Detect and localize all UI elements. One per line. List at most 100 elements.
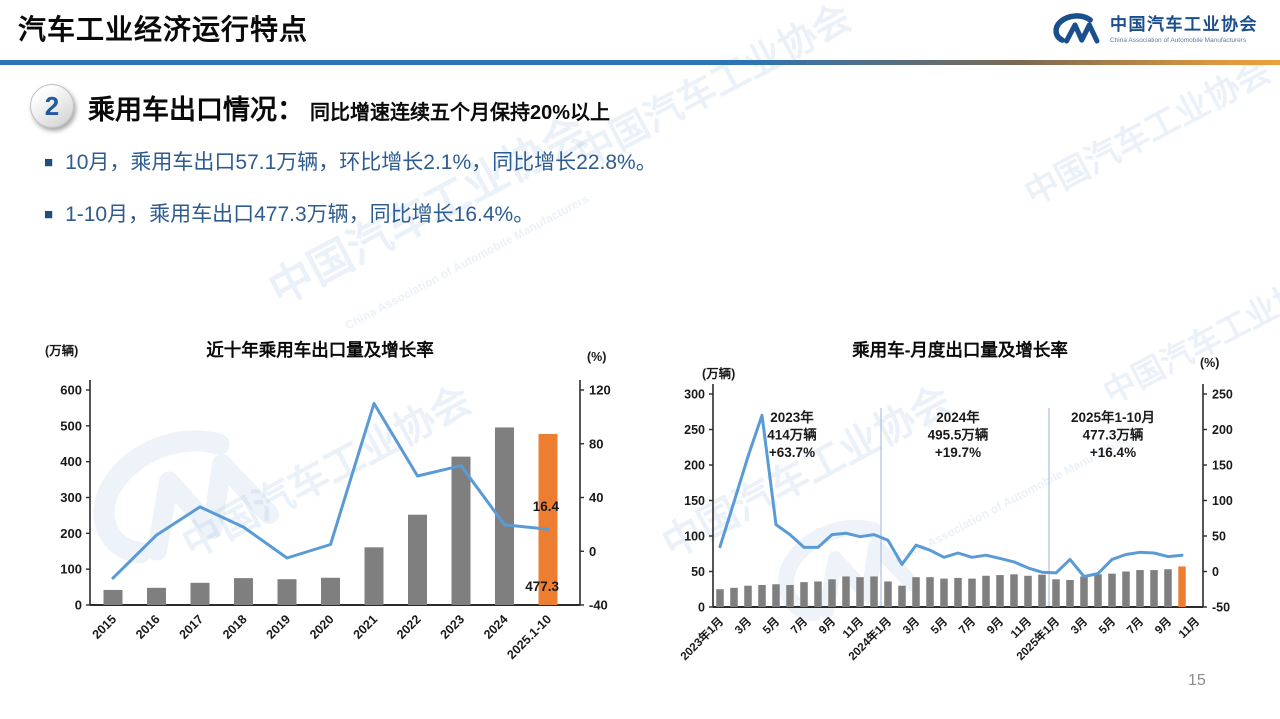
section-title: 乘用车出口情况： bbox=[88, 95, 304, 125]
x-axis-tick-label: 11月 bbox=[1176, 615, 1202, 641]
monthly-chart-title: 乘用车-月度出口量及增长率 bbox=[852, 340, 1068, 360]
bullet-item: ■ 1-10月，乘用车出口477.3万辆，同比增长16.4%。 bbox=[44, 198, 534, 228]
bar bbox=[744, 585, 752, 607]
bar bbox=[912, 577, 920, 607]
y2-axis-tick-label: 0 bbox=[1212, 565, 1219, 579]
x-axis-tick-label: 5月 bbox=[928, 615, 950, 637]
y-axis-tick-label: 300 bbox=[60, 490, 82, 505]
x-axis-tick-label: 7月 bbox=[788, 615, 810, 637]
x-axis-tick-label: 11月 bbox=[840, 615, 866, 641]
y-axis-tick-label: 0 bbox=[75, 598, 82, 613]
bar bbox=[277, 579, 297, 605]
bar bbox=[716, 589, 724, 607]
y2-axis-tick-label: 120 bbox=[589, 383, 611, 398]
y-axis-tick-label: 50 bbox=[691, 565, 705, 579]
x-axis-tick-label: 11月 bbox=[1008, 615, 1034, 641]
x-axis-tick-label: 9月 bbox=[1152, 615, 1174, 637]
left-axis-unit-label: (万辆) bbox=[45, 344, 79, 358]
growth-line bbox=[718, 413, 1184, 578]
y2-axis-tick-label: -50 bbox=[1212, 601, 1230, 615]
bullet-square-icon: ■ bbox=[44, 206, 54, 223]
bar bbox=[364, 547, 384, 605]
bar bbox=[1122, 571, 1130, 607]
growth-end-label: 16.4 bbox=[533, 499, 560, 514]
volume-end-label: 477.3 bbox=[525, 579, 559, 594]
y2-axis-tick-label: -40 bbox=[589, 598, 608, 613]
bar bbox=[1094, 574, 1102, 607]
monthly-export-chart: (万辆) 乘用车-月度出口量及增长率 (%) 0 50 100 150 200 250 30… bbox=[660, 330, 1260, 712]
x-axis-tick-label: 3月 bbox=[1068, 615, 1090, 637]
x-axis-tick-label: 3月 bbox=[732, 615, 754, 637]
y-axis-tick-label: 300 bbox=[684, 388, 705, 402]
y2-axis-tick-label: 50 bbox=[1212, 530, 1226, 544]
y-axis-tick-label: 150 bbox=[684, 494, 705, 508]
bullet-text: 1-10月，乘用车出口477.3万辆，同比增长16.4%。 bbox=[65, 203, 535, 226]
y-axis-tick-label: 500 bbox=[60, 418, 82, 433]
bar bbox=[800, 582, 808, 607]
page-title: 汽车工业经济运行特点 bbox=[18, 14, 309, 45]
bullet-square-icon: ■ bbox=[44, 154, 54, 171]
y2-axis-tick-label: 200 bbox=[1212, 423, 1233, 437]
y2-axis-tick-label: 0 bbox=[589, 544, 596, 559]
y2-axis-tick-label: 40 bbox=[589, 490, 603, 505]
x-axis-tick-label: 7月 bbox=[956, 615, 978, 637]
cam-logo: 中国汽车工业协会 China Association of Automobile… bbox=[1048, 12, 1258, 48]
bar bbox=[1038, 574, 1046, 607]
y2-axis-tick-label: 150 bbox=[1212, 459, 1233, 473]
year-annotation: 2025年1-10月 477.3万辆+16.4% bbox=[1071, 409, 1155, 460]
bar bbox=[954, 577, 962, 607]
bar bbox=[1080, 576, 1088, 607]
bar bbox=[856, 577, 864, 607]
x-axis-tick-label: 2016 bbox=[133, 612, 163, 642]
bar bbox=[982, 575, 990, 607]
bar bbox=[234, 578, 253, 605]
bar bbox=[870, 576, 878, 607]
x-axis-tick-label: 2018 bbox=[220, 612, 250, 642]
x-axis-tick-label: 9月 bbox=[816, 615, 838, 637]
annual-chart-canvas: 0 100 200 300 400 500 600 -40 0 40 80 120 2015 2016 20… bbox=[60, 380, 611, 662]
logo-name-en: China Association of Automobile Manufact… bbox=[1110, 36, 1247, 44]
right-axis-unit-label: (%) bbox=[1200, 356, 1220, 370]
bar bbox=[190, 582, 210, 605]
y-axis-tick-label: 100 bbox=[60, 562, 82, 577]
x-axis-tick-label: 2024 bbox=[481, 612, 511, 642]
bar bbox=[898, 585, 906, 607]
x-axis-tick-label: 2021 bbox=[351, 612, 381, 642]
bar bbox=[147, 587, 166, 605]
x-axis-tick-label: 2019 bbox=[264, 612, 294, 642]
bar bbox=[926, 577, 934, 607]
bar bbox=[408, 514, 427, 605]
x-axis-tick-label: 2020 bbox=[307, 612, 337, 642]
bar bbox=[1066, 580, 1074, 607]
bar bbox=[730, 587, 738, 607]
bar-highlight bbox=[1178, 566, 1186, 607]
bar-highlight bbox=[538, 433, 558, 605]
y2-axis-tick-label: 80 bbox=[589, 436, 603, 451]
bar bbox=[772, 584, 780, 607]
bar bbox=[758, 584, 766, 607]
x-axis-tick-label: 2023 bbox=[438, 612, 468, 642]
section-subtitle: 同比增速连续五个月保持20%以上 bbox=[310, 102, 611, 124]
section-number-badge: 2 bbox=[30, 84, 74, 128]
y-axis-tick-label: 400 bbox=[60, 454, 82, 469]
x-axis-tick-label: 5月 bbox=[1096, 615, 1118, 637]
x-axis-tick-label: 9月 bbox=[984, 615, 1006, 637]
bar bbox=[1108, 573, 1116, 607]
header-divider bbox=[0, 60, 1280, 65]
annual-export-chart: (万辆) 近十年乘用车出口量及增长率 (%) 0 100 200 300 400 500 6… bbox=[40, 330, 640, 712]
cam-logo-icon bbox=[1053, 13, 1100, 44]
bullet-item: ■ 10月，乘用车出口57.1万辆，环比增长2.1%，同比增长22.8%。 bbox=[44, 146, 657, 176]
bar bbox=[996, 575, 1004, 607]
x-axis-tick-label: 3月 bbox=[900, 615, 922, 637]
bar bbox=[1010, 574, 1018, 607]
y-axis-tick-label: 100 bbox=[684, 530, 705, 544]
bar bbox=[1164, 569, 1172, 607]
growth-line bbox=[111, 401, 550, 580]
logo-name-zh: 中国汽车工业协会 bbox=[1110, 15, 1258, 35]
cam-logo-text: 中国汽车工业协会 China Association of Automobile… bbox=[1110, 15, 1258, 44]
bar bbox=[786, 584, 794, 607]
bar bbox=[451, 456, 471, 605]
watermark-text: 中国汽车工业协会 bbox=[1018, 51, 1277, 214]
x-axis-tick-label: 5月 bbox=[760, 615, 782, 637]
